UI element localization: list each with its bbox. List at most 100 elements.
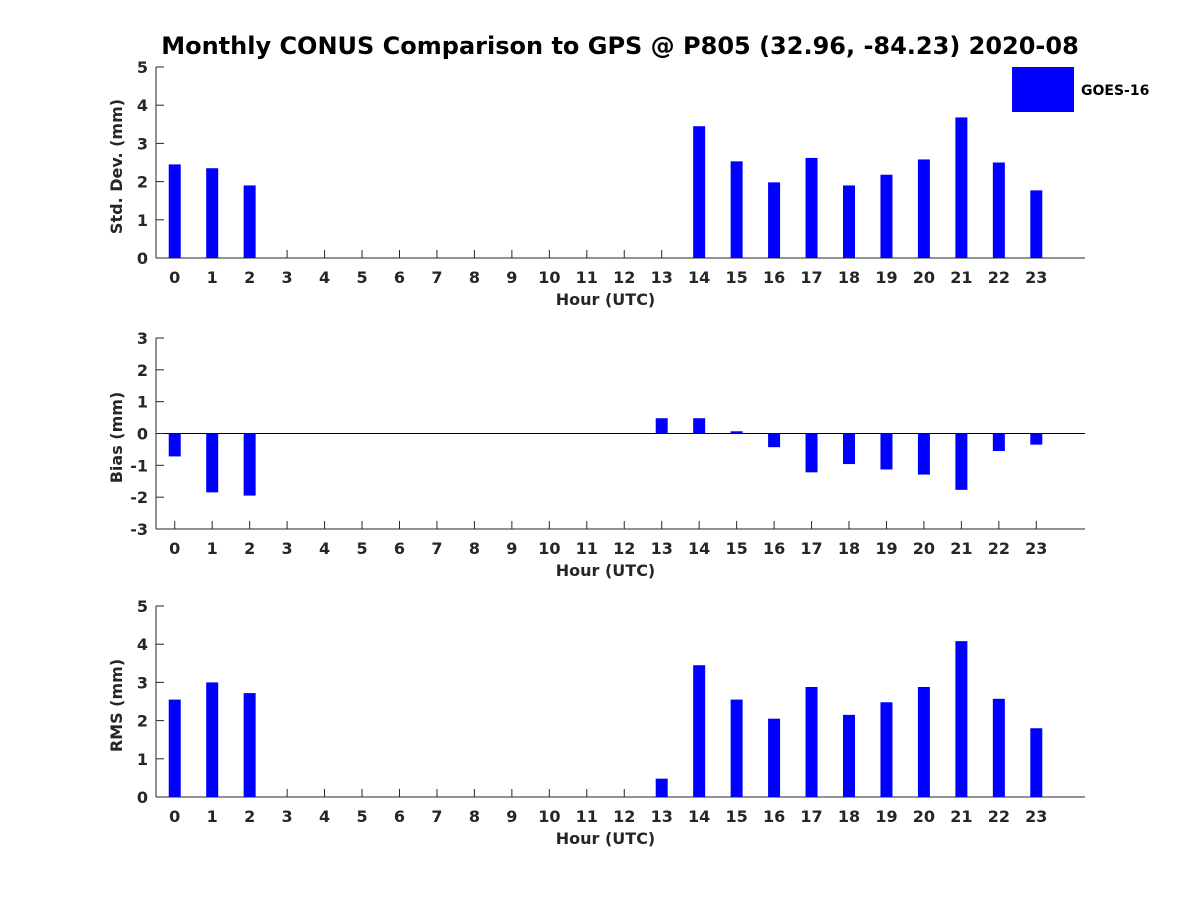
bar (992, 698, 1005, 797)
x-tick-label: 22 (988, 268, 1010, 287)
bar (168, 164, 181, 258)
x-tick-label: 12 (613, 539, 635, 558)
bar (768, 718, 781, 797)
x-tick-label: 17 (800, 268, 822, 287)
x-tick-label: 20 (913, 539, 935, 558)
x-tick-label: 23 (1025, 807, 1047, 826)
x-tick-label: 13 (651, 539, 673, 558)
x-tick-label: 0 (169, 807, 180, 826)
x-tick-label: 12 (613, 807, 635, 826)
y-tick-label: 1 (137, 750, 148, 769)
bar (917, 433, 930, 475)
y-tick-label: 5 (137, 58, 148, 77)
x-tick-label: 2 (244, 268, 255, 287)
x-tick-label: 10 (538, 539, 560, 558)
x-tick-label: 18 (838, 807, 860, 826)
x-tick-label: 3 (282, 807, 293, 826)
bar (206, 168, 219, 258)
bar (730, 431, 743, 434)
y-tick-label: 4 (137, 635, 148, 654)
x-tick-label: 9 (506, 268, 517, 287)
x-axis-label: Hour (UTC) (556, 561, 656, 580)
legend-swatch (1012, 67, 1074, 112)
y-axis-label: Std. Dev. (mm) (107, 99, 126, 234)
y-tick-label: 2 (137, 712, 148, 731)
x-tick-label: 16 (763, 268, 785, 287)
y-axis-label: Bias (mm) (107, 392, 126, 484)
bar (768, 433, 781, 448)
x-tick-label: 6 (394, 268, 405, 287)
bar (243, 185, 256, 258)
x-tick-label: 22 (988, 807, 1010, 826)
bar (843, 185, 856, 258)
x-tick-label: 1 (207, 807, 218, 826)
bar (730, 699, 743, 797)
x-tick-label: 23 (1025, 539, 1047, 558)
x-tick-label: 10 (538, 268, 560, 287)
x-tick-label: 23 (1025, 268, 1047, 287)
y-tick-label: 3 (137, 329, 148, 348)
x-tick-label: 9 (506, 807, 517, 826)
x-tick-label: 19 (875, 268, 897, 287)
legend-label: GOES-16 (1081, 83, 1149, 99)
bar (1030, 433, 1043, 445)
x-tick-label: 15 (725, 268, 747, 287)
x-tick-label: 8 (469, 807, 480, 826)
y-tick-label: 2 (137, 361, 148, 380)
x-tick-label: 21 (950, 268, 972, 287)
y-tick-label: -2 (130, 488, 148, 507)
x-tick-label: 13 (651, 807, 673, 826)
bar (693, 665, 706, 797)
x-tick-label: 15 (725, 807, 747, 826)
legend: GOES-16 (1012, 67, 1149, 112)
x-tick-label: 17 (800, 539, 822, 558)
bar (168, 433, 181, 457)
x-tick-label: 4 (319, 268, 330, 287)
bar (992, 162, 1005, 258)
x-tick-label: 14 (688, 268, 710, 287)
y-tick-label: 0 (137, 249, 148, 268)
x-tick-label: 19 (875, 539, 897, 558)
bar (843, 714, 856, 797)
x-tick-label: 17 (800, 807, 822, 826)
bar (805, 433, 818, 473)
x-tick-label: 1 (207, 268, 218, 287)
x-tick-label: 18 (838, 539, 860, 558)
bar (880, 702, 893, 797)
x-tick-label: 20 (913, 268, 935, 287)
x-tick-label: 16 (763, 539, 785, 558)
bar (693, 418, 706, 434)
chart-title: Monthly CONUS Comparison to GPS @ P805 (… (161, 32, 1079, 60)
x-tick-label: 7 (431, 807, 442, 826)
y-tick-label: 3 (137, 673, 148, 692)
x-tick-label: 20 (913, 807, 935, 826)
x-tick-label: 15 (725, 539, 747, 558)
bar (693, 126, 706, 259)
y-tick-label: 0 (137, 425, 148, 444)
x-tick-label: 7 (431, 539, 442, 558)
x-tick-label: 16 (763, 807, 785, 826)
x-tick-label: 21 (950, 807, 972, 826)
y-tick-label: 1 (137, 393, 148, 412)
x-tick-label: 9 (506, 539, 517, 558)
bar (1030, 190, 1043, 258)
x-tick-label: 6 (394, 539, 405, 558)
bar (955, 433, 968, 490)
y-axis-label: RMS (mm) (107, 659, 126, 752)
x-tick-label: 12 (613, 268, 635, 287)
bar (917, 159, 930, 258)
bar (1030, 728, 1043, 797)
x-tick-label: 2 (244, 539, 255, 558)
bar (655, 418, 668, 434)
x-tick-label: 0 (169, 539, 180, 558)
x-tick-label: 8 (469, 539, 480, 558)
x-tick-label: 7 (431, 268, 442, 287)
x-tick-label: 14 (688, 539, 710, 558)
x-tick-label: 6 (394, 807, 405, 826)
x-tick-label: 22 (988, 539, 1010, 558)
x-tick-label: 21 (950, 539, 972, 558)
x-tick-label: 5 (356, 807, 367, 826)
bar (730, 161, 743, 258)
